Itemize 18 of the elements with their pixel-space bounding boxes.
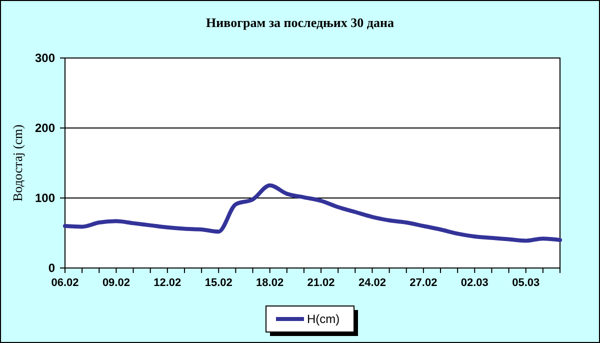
chart-title: Нивограм за последњих 30 дана [206, 15, 394, 30]
y-tick-label: 100 [34, 191, 56, 206]
x-tick-label: 06.02 [51, 277, 79, 289]
x-tick-label: 21.02 [307, 277, 335, 289]
x-tick-label: 18.02 [256, 277, 284, 289]
y-tick-label: 300 [34, 51, 56, 66]
line-series [63, 183, 562, 243]
x-tick-label: 27.02 [410, 277, 438, 289]
x-tick-label: 24.02 [358, 277, 386, 289]
x-tick-label: 05.03 [512, 277, 540, 289]
y-tick-label: 200 [34, 121, 56, 136]
y-axis-title: Водостај (cm) [10, 124, 25, 202]
x-tick-label: 15.02 [204, 277, 232, 289]
x-tick-label: 09.02 [102, 277, 130, 289]
x-tick-label: 02.03 [460, 277, 488, 289]
legend-label: H(cm) [307, 312, 340, 326]
y-tick-label: 0 [48, 261, 56, 276]
x-tick-label: 12.02 [154, 277, 182, 289]
